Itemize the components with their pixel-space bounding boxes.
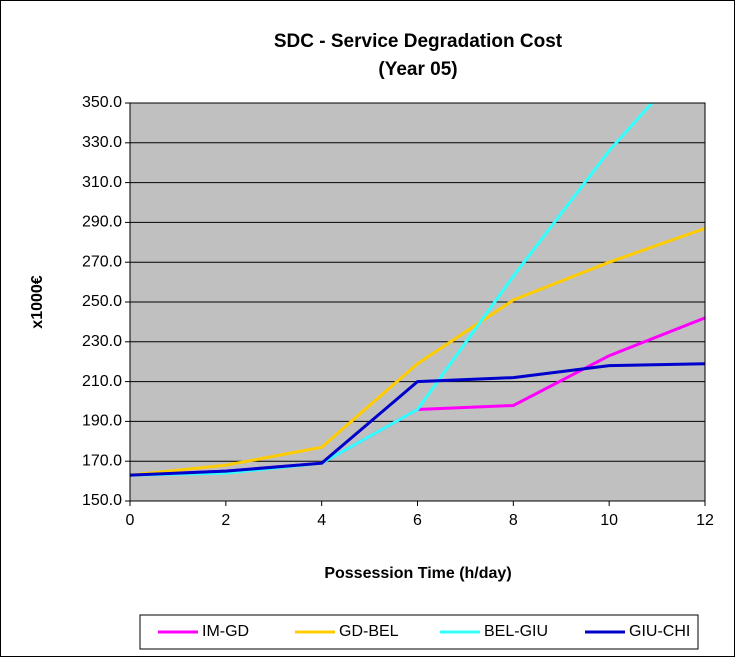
legend-label: BEL-GIU: [484, 623, 548, 640]
x-tick-label: 2: [221, 512, 230, 529]
plot-border: [129, 102, 706, 502]
legend-label: IM-GD: [202, 623, 249, 640]
legend-label: GIU-CHI: [629, 623, 690, 640]
y-tick-label: 210.0: [82, 373, 122, 390]
y-tick-label: 190.0: [82, 413, 122, 430]
x-tick-label: 6: [413, 512, 422, 529]
y-tick-label: 290.0: [82, 214, 122, 231]
y-tick-label: 250.0: [82, 293, 122, 310]
y-tick-label: 330.0: [82, 134, 122, 151]
y-tick-label: 310.0: [82, 174, 122, 191]
lines: [130, 103, 705, 477]
y-tick-label: 170.0: [82, 452, 122, 469]
legend-label: GD-BEL: [339, 623, 399, 640]
y-tick-label: 350.0: [82, 94, 122, 111]
chart-title: SDC - Service Degradation Cost: [274, 31, 563, 52]
x-tick-label: 12: [696, 512, 714, 529]
x-axis-title: Possession Time (h/day): [324, 565, 511, 582]
y-tick-label: 230.0: [82, 333, 122, 350]
y-axis-title: x1000€: [29, 275, 46, 328]
x-tick-label: 0: [126, 512, 135, 529]
series-line: [130, 103, 654, 477]
series-line: [130, 362, 705, 477]
x-tick-label: 10: [600, 512, 618, 529]
y-tick-label: 150.0: [82, 492, 122, 509]
series-line: [130, 226, 705, 477]
chart-subtitle: (Year 05): [378, 59, 457, 80]
x-tick-label: 8: [509, 512, 518, 529]
y-tick-label: 270.0: [82, 253, 122, 270]
x-tick-label: 4: [317, 512, 326, 529]
